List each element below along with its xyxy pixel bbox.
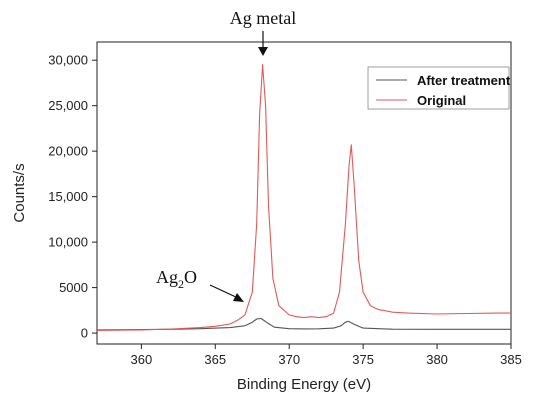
x-tick-label: 370 xyxy=(278,352,300,367)
legend-box xyxy=(367,66,510,110)
y-tick-label: 20,000 xyxy=(48,144,88,159)
y-tick-label: 25,000 xyxy=(48,98,88,113)
y-tick-label: 30,000 xyxy=(48,53,88,68)
x-tick-label: 365 xyxy=(204,352,226,367)
legend-label-original: Original xyxy=(417,93,466,108)
annotation-ag2o-text: Ag xyxy=(156,267,178,287)
legend-label-after-treatment: After treatment xyxy=(417,73,511,88)
y-tick-label: 0 xyxy=(81,326,88,341)
y-axis: 0 5000 10,000 15,000 20,000 25,000 30,000 xyxy=(48,53,97,341)
series-layer xyxy=(96,64,511,331)
series-line-original xyxy=(96,64,511,331)
y-tick-label: 15,000 xyxy=(48,189,88,204)
series-line-after-treatment xyxy=(96,317,511,331)
x-tick-label: 380 xyxy=(426,352,448,367)
annotation-ag2o: Ag2O xyxy=(156,267,244,302)
y-tick-label: 10,000 xyxy=(48,235,88,250)
x-tick-label: 360 xyxy=(131,352,153,367)
legend: After treatment Original xyxy=(367,66,511,110)
x-axis-title: Binding Energy (eV) xyxy=(237,376,371,393)
x-tick-label: 385 xyxy=(500,352,522,367)
annotation-ag2o-arrowhead xyxy=(233,293,244,302)
annotation-ag-metal-label: Ag metal xyxy=(230,8,296,28)
plot-frame xyxy=(96,41,512,345)
annotation-ag-metal-arrowhead xyxy=(258,47,268,56)
annotation-ag-metal: Ag metal xyxy=(230,8,296,56)
annotation-ag2o-suffix: O xyxy=(184,267,197,287)
annotation-ag2o-label: Ag2O xyxy=(156,267,197,291)
y-axis-title: Counts/s xyxy=(11,163,28,222)
annotation-ag2o-subscript: 2 xyxy=(178,277,184,291)
x-tick-label: 375 xyxy=(352,352,374,367)
x-axis: 360 365 370 375 380 385 xyxy=(131,344,522,367)
y-tick-label: 5000 xyxy=(59,280,88,295)
annotation-ag2o-arrow xyxy=(209,284,239,299)
